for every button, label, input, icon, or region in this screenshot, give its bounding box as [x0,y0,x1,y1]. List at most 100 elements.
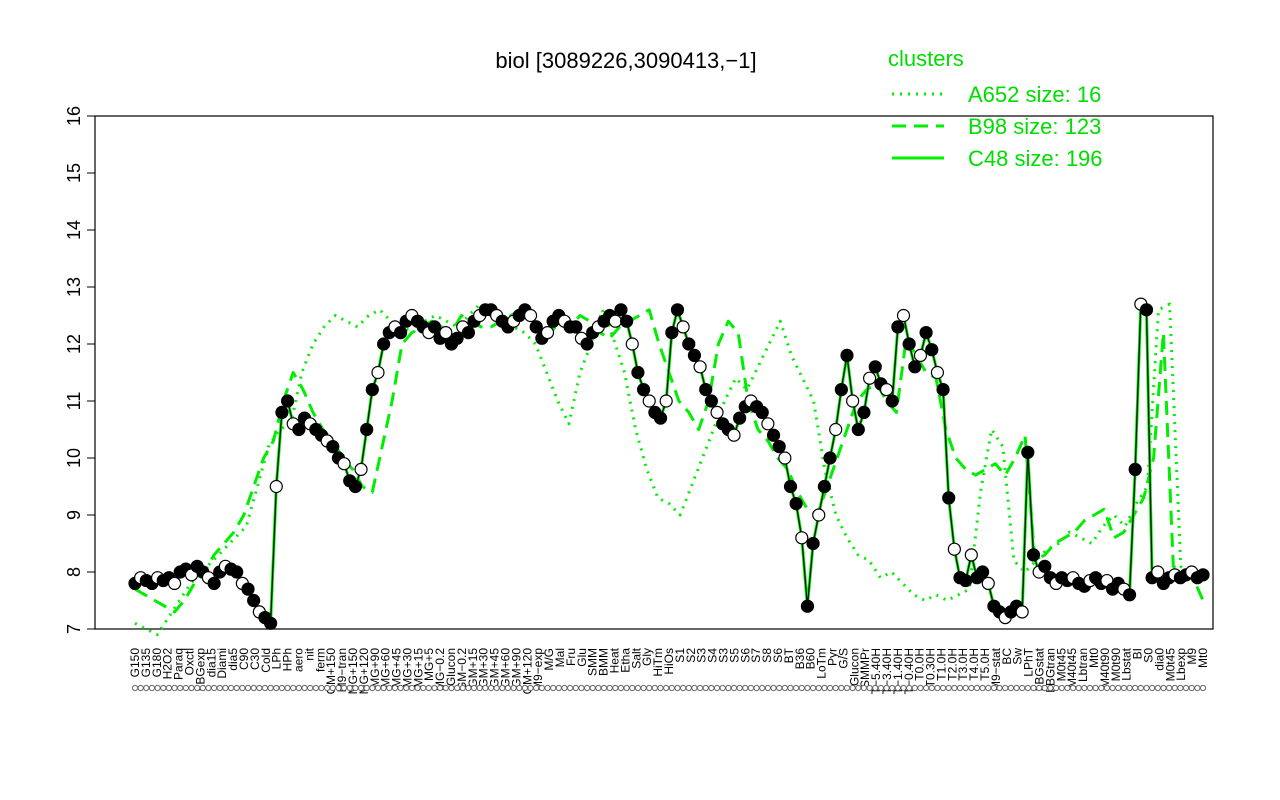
rug-mark [504,684,512,692]
rug-mark [996,684,1003,692]
rug-mark [730,684,738,692]
x-tick-label: aero [291,648,305,672]
x-tick-label: Heat [608,647,622,673]
x-tick-label: dia0 [1152,648,1166,671]
rug-mark [363,684,370,692]
x-tick-label: Lbexp [1174,648,1188,681]
x-tick-label: Oxctl [182,648,196,675]
data-point [326,440,340,454]
rug-mark [538,684,545,692]
data-point [727,428,741,442]
x-tick-label: Diami [215,648,229,679]
rug-mark [1109,684,1116,692]
data-point [896,308,911,323]
rug-mark [284,684,291,692]
rug-mark [736,684,743,692]
x-tick-label: Paraq [172,648,186,680]
rug-mark [482,684,489,692]
x-tick-label: S0 [1142,648,1156,663]
data-point [981,576,995,591]
x-tick-label: S6 [738,648,752,663]
data-point [840,348,854,362]
rug-mark [883,684,890,692]
rug-mark [369,684,376,692]
x-tick-label: S4 [706,648,720,663]
data-point [879,383,894,397]
data-point [529,320,543,334]
x-tick-label: SMM [586,648,600,676]
data-point [670,303,685,317]
rug-mark [1002,684,1009,692]
legend-label: B98 size: 123 [968,114,1101,139]
data-point [620,314,634,328]
data-point [377,337,391,351]
data-point [976,565,990,579]
rug-mark [521,684,529,692]
x-tick-label: Etha [618,648,632,673]
x-tick-label: MG+45 [390,648,404,688]
x-tick-label: LoTm [815,648,829,679]
rug-mark [137,684,144,692]
data-point [772,440,786,454]
data-point [947,542,961,556]
x-tick-label: M9−stat [989,647,1003,691]
x-tick-label: G135 [139,648,153,678]
rug-mark [165,684,173,692]
x-tick-label: T4.0H [967,648,981,681]
rug-mark [476,684,483,692]
rug-mark [572,684,579,692]
rug-mark [295,684,302,692]
rug-mark [414,684,421,692]
x-tick-label: M40t90 [1098,648,1112,688]
data-point [1139,303,1154,317]
data-point [823,451,837,465]
x-tick-label: Gly [640,648,654,666]
data-point [755,405,769,419]
x-tick-label: MG+150 [346,648,360,695]
data-point [676,320,690,334]
x-tick-label: B36 [793,648,807,670]
rug-mark [544,684,551,692]
x-tick-label: LPh [270,648,284,669]
rug-mark [143,684,150,692]
x-tick-label: G/S [836,648,850,669]
chart-title: biol [3089226,3090413,−1] [495,48,756,73]
data-point [1015,605,1029,619]
rug-mark [533,684,540,692]
rug-mark [1115,684,1122,692]
x-tick-label: BC [1000,648,1014,665]
rug-mark [374,684,382,692]
data-point [902,337,916,351]
rug-mark [821,684,828,692]
rug-mark [205,684,212,692]
rug-mark [386,684,393,692]
data-point [800,599,815,613]
x-tick-label: GM+120 [520,648,534,695]
x-tick-label: nit [302,647,316,660]
rug-mark [680,684,687,692]
rug-mark [442,684,449,692]
rug-mark [798,684,805,692]
rug-mark [770,684,777,692]
x-tick-label: Mt0 [1087,648,1101,668]
data-point [337,457,351,471]
series-lines [133,302,1205,637]
rug-mark [465,684,472,692]
rug-mark [815,684,822,692]
x-tick-label: Salt [629,647,643,668]
rug-mark [674,684,681,692]
x-tick-label: Sw [1011,648,1025,665]
data-point [653,411,668,425]
rug-mark [973,684,981,692]
rug-mark [595,684,602,692]
x-tick-label: S7 [749,648,763,663]
rug-mark [499,684,506,692]
x-tick-label: S6 [771,648,785,663]
rug-mark [256,684,263,692]
rug-mark [346,684,353,692]
rug-mark [956,684,964,692]
rug-mark [1064,684,1071,692]
data-point [885,394,899,408]
x-tick-label: M9−tran [335,648,349,692]
legend: clusters A652 size: 16 B98 size: 123 C48 s… [888,46,1103,171]
